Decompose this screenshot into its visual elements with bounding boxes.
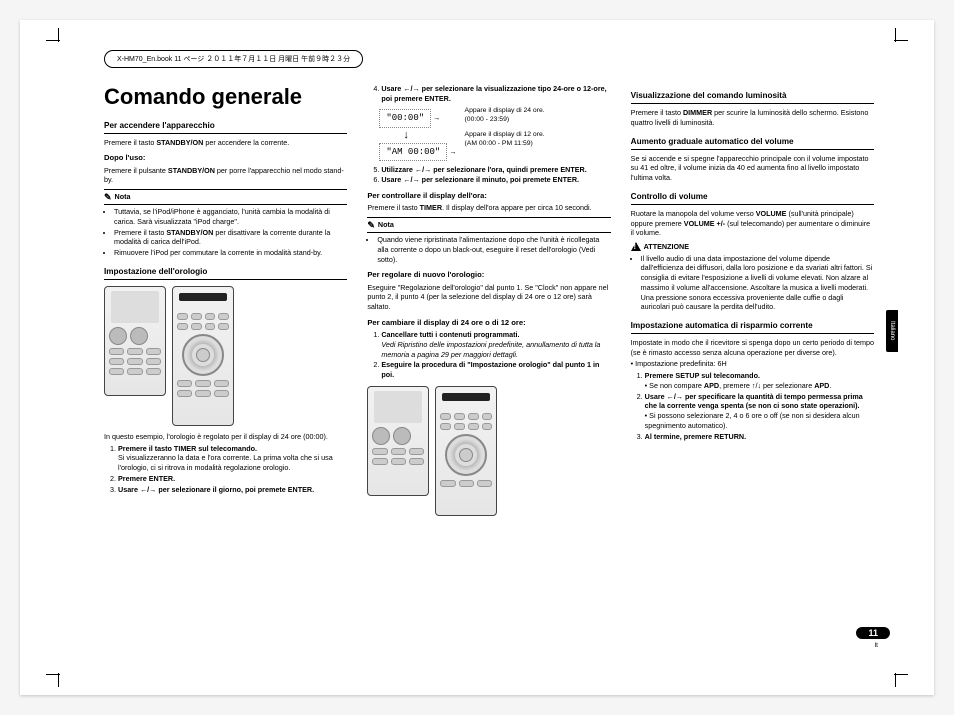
list-item: Usare ←/→ per selezionare il minuto, poi…: [381, 175, 610, 185]
column-3: Visualizzazione del comando luminosità P…: [631, 82, 874, 522]
list-item: Usare ←/→ per selezionare la visualizzaz…: [381, 84, 610, 103]
heading-dimmer: Visualizzazione del comando luminosità: [631, 90, 874, 104]
manual-page: X-HM70_En.book 11 ページ ２０１１年７月１１日 月曜日 午前９…: [20, 20, 934, 695]
remote-figure-2: [367, 386, 610, 516]
text: Premere il tasto STANDBY/ON per accender…: [104, 138, 347, 148]
display-example-1: "00:00" → ↓ "AM 00:00" → Appare il displ…: [379, 107, 610, 162]
display-note-24h: Appare il display di 24 ore. (00:00 - 23…: [465, 107, 545, 125]
note-text: Nota: [115, 192, 131, 202]
list-item: Il livello audio di una data impostazion…: [641, 254, 874, 312]
text: Eseguire "Regolazione dell'orologio" dal…: [367, 283, 610, 312]
list-item: Premere il tasto STANDBY/ON per disattiv…: [114, 228, 347, 247]
list-item: Utilizzare ←/→ per selezionare l'ora, qu…: [381, 165, 610, 175]
heading-change-display: Per cambiare il display di 24 ore o di 1…: [367, 318, 610, 328]
text: Impostate in modo che il ricevitore si s…: [631, 338, 874, 357]
warning-text: ATTENZIONE: [644, 242, 689, 252]
note-text: Nota: [378, 220, 394, 230]
steps-list-cont: Usare ←/→ per selezionare la visualizzaz…: [381, 84, 610, 103]
content-columns: Comando generale Per accendere l'apparec…: [104, 82, 874, 522]
heading-readjust: Per regolare di nuovo l'orologio:: [367, 270, 610, 280]
main-unit-illustration: [367, 386, 429, 496]
list-item: Premere il tasto TIMER sul telecomando. …: [118, 444, 347, 473]
list-item: Tuttavia, se l'iPod/iPhone è agganciato,…: [114, 207, 347, 226]
text: Premere il tasto TIMER. Il display dell'…: [367, 203, 610, 213]
steps-list: Premere il tasto TIMER sul telecomando. …: [118, 444, 347, 495]
step-sub: Si visualizzeranno la data e l'ora corre…: [118, 453, 333, 472]
crop-mark: [58, 673, 59, 687]
note-list: Quando viene ripristinata l'alimentazion…: [377, 235, 610, 264]
main-unit-illustration: [104, 286, 166, 396]
column-2: Usare ←/→ per selezionare la visualizzaz…: [367, 82, 610, 522]
warning-icon: [631, 242, 641, 251]
list-item: Al termine, premere RETURN.: [645, 432, 874, 442]
display-note-12h: Appare il display di 12 ore. (AM 00:00 -…: [465, 131, 545, 149]
text: Ruotare la manopola del volume verso VOL…: [631, 209, 874, 238]
list-item: Usare ←/→ per selezionare il giorno, poi…: [118, 485, 347, 495]
list-item: Premere SETUP sul telecomando. • Se non …: [645, 371, 874, 390]
note-label: ✎ Nota: [367, 217, 610, 233]
remote-illustration: [435, 386, 497, 516]
list-item: Eseguire la procedura di "Impostazione o…: [381, 360, 610, 379]
crop-mark: [895, 673, 896, 687]
page-title: Comando generale: [104, 82, 347, 112]
list-item: Quando viene ripristinata l'alimentazion…: [377, 235, 610, 264]
note-label: ✎ Nota: [104, 189, 347, 205]
steps-list: Cancellare tutti i contenuti programmati…: [381, 330, 610, 380]
heading-power-on: Per accendere l'apparecchio: [104, 120, 347, 134]
note-icon: ✎: [367, 219, 375, 231]
list-item: Cancellare tutti i contenuti programmati…: [381, 330, 610, 359]
remote-illustration: [172, 286, 234, 426]
remote-figure-1: [104, 286, 347, 426]
list-item: Premere ENTER.: [118, 474, 347, 484]
steps-list: Premere SETUP sul telecomando. • Se non …: [645, 371, 874, 441]
display-box-24h: "00:00": [379, 109, 431, 127]
text: In questo esempio, l'orologio è regolato…: [104, 432, 347, 442]
step-sub: • Se non compare APD, premere ↑/↓ per se…: [645, 381, 832, 390]
warning-label: ATTENZIONE: [631, 242, 874, 252]
note-list: Tuttavia, se l'iPod/iPhone è agganciato,…: [114, 207, 347, 258]
page-number-badge: 11: [856, 627, 890, 639]
crop-mark: [894, 40, 908, 41]
text: Premere il pulsante STANDBY/ON per porre…: [104, 166, 347, 185]
column-1: Comando generale Per accendere l'apparec…: [104, 82, 347, 522]
list-item: Usare ←/→ per specificare la quantità di…: [645, 392, 874, 431]
heading-after-use: Dopo l'uso:: [104, 153, 347, 163]
crop-mark: [58, 28, 59, 42]
heading-check-display: Per controllare il display dell'ora:: [367, 191, 610, 201]
step-sub: • Si possono selezionare 2, 4 o 6 ore o …: [645, 411, 860, 430]
heading-clock: Impostazione dell'orologio: [104, 266, 347, 280]
list-item: Rimuovere l'iPod per commutare la corren…: [114, 248, 347, 258]
note-icon: ✎: [104, 191, 112, 203]
heading-volume: Controllo di volume: [631, 191, 874, 205]
arrow-down-icon: ↓: [403, 130, 456, 141]
text: Premere il tasto DIMMER per scurire la l…: [631, 108, 874, 127]
text: Se si accende e si spegne l'apparecchio …: [631, 154, 874, 183]
steps-list-cont2: Utilizzare ←/→ per selezionare l'ora, qu…: [381, 165, 610, 185]
display-box-12h: "AM 00:00": [379, 143, 447, 161]
step-sub: Vedi Ripristino delle impostazioni prede…: [381, 340, 600, 359]
warning-list: Il livello audio di una data impostazion…: [641, 254, 874, 312]
language-tab: Italiano: [886, 310, 898, 352]
heading-auto-power-save: Impostazione automatica di risparmio cor…: [631, 320, 874, 334]
heading-auto-volume: Aumento graduale automatico del volume: [631, 136, 874, 150]
crop-mark: [895, 28, 896, 42]
text: • Impostazione predefinita: 6H: [631, 359, 874, 369]
doc-header-info: X-HM70_En.book 11 ページ ２０１１年７月１１日 月曜日 午前９…: [104, 50, 363, 68]
lang-footer: It: [874, 642, 878, 649]
